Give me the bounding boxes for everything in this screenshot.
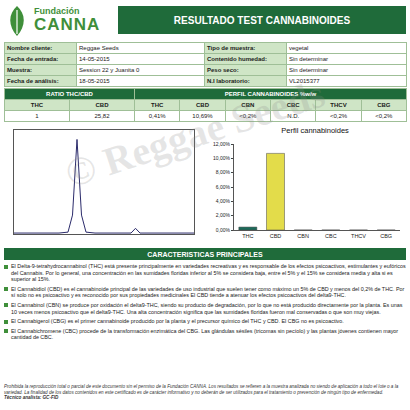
svg-text:8,00%: 8,00% <box>216 169 231 175</box>
svg-text:THC: THC <box>242 233 253 239</box>
svg-text:CBD: CBD <box>270 233 282 239</box>
svg-text:4,00%: 4,00% <box>216 198 231 204</box>
svg-text:CBN: CBN <box>297 233 309 239</box>
svg-text:10,00%: 10,00% <box>213 155 231 161</box>
svg-text:2,00%: 2,00% <box>216 212 231 218</box>
svg-text:THCV: THCV <box>351 233 366 239</box>
svg-text:12,00%: 12,00% <box>213 141 231 147</box>
svg-text:CBC: CBC <box>325 233 337 239</box>
svg-text:CBG: CBG <box>380 233 392 239</box>
svg-text:6,00%: 6,00% <box>216 184 231 190</box>
svg-text:Perfil cannabinoides: Perfil cannabinoides <box>281 126 349 135</box>
svg-text:0,00%: 0,00% <box>216 227 231 233</box>
